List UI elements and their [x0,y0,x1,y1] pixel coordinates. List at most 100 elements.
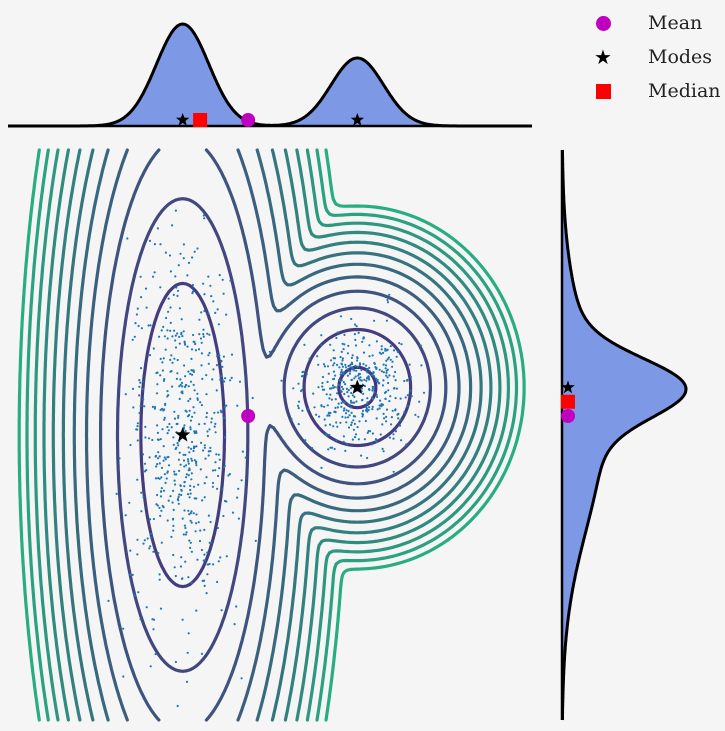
sample-point [303,343,306,346]
sample-point [372,371,375,374]
sample-point [139,381,142,384]
sample-point [178,493,181,496]
sample-point [207,354,210,357]
sample-point [214,431,217,434]
sample-point [344,449,347,452]
sample-point [360,399,364,402]
sample-point [136,439,139,442]
sample-point [388,374,391,377]
sample-point [133,594,136,597]
sample-point [391,365,394,368]
sample-point [172,489,175,492]
sample-point [350,317,353,321]
sample-point [334,398,337,401]
sample-point [161,369,164,372]
sample-point [129,443,132,447]
sample-point [420,364,423,367]
sample-point [194,342,197,346]
sample-point [131,387,135,390]
sample-point [140,327,143,330]
sample-point [353,422,356,425]
sample-point [224,377,227,380]
sample-point [177,264,180,267]
sample-point [339,315,343,318]
sample-point [422,391,426,394]
sample-point [162,325,165,328]
sample-point [139,618,142,621]
contour-line [72,148,473,722]
sample-point [216,308,219,311]
sample-point [180,556,183,559]
sample-point [185,473,188,476]
sample-point [179,252,182,255]
sample-point [153,407,156,410]
sample-point [386,298,389,302]
sample-point [381,447,384,450]
sample-point [382,363,385,366]
sample-point [347,395,350,398]
sample-point [143,539,146,542]
sample-point [198,539,202,543]
sample-point [391,409,394,412]
mode-star [349,379,365,394]
sample-point [177,499,180,502]
sample-point [175,377,178,380]
sample-point [354,375,357,378]
sample-point [378,368,381,371]
sample-point [180,493,183,497]
sample-point [187,576,190,579]
sample-point [221,488,224,491]
sample-point [183,385,187,388]
sample-point [142,542,145,545]
sample-point [175,286,178,289]
sample-point [203,446,206,449]
sample-point [329,359,333,362]
sample-point [339,371,343,374]
sample-point [351,354,354,357]
sample-point [320,466,323,469]
sample-point [384,349,387,352]
sample-point [212,563,215,566]
sample-point [147,437,151,440]
sample-point [334,406,337,409]
sample-point [301,374,304,378]
sample-point [166,337,169,340]
sample-point [342,388,345,391]
sample-point [356,359,359,362]
sample-point [370,443,374,446]
sample-point [189,428,192,431]
sample-point [134,322,137,325]
sample-point [354,433,358,436]
sample-point [198,423,201,426]
sample-point [165,316,168,320]
sample-point [349,406,352,409]
sample-point [223,464,226,467]
sample-point [211,485,214,488]
sample-point [390,416,393,419]
sample-point [149,518,152,521]
contour-line [42,148,502,722]
sample-point [214,311,217,314]
sample-point [162,489,166,492]
legend-label: Mean [648,12,703,34]
sample-point [373,386,376,389]
sample-point [194,530,197,533]
sample-point [176,358,179,362]
sample-point [187,399,190,403]
sample-point [184,409,187,412]
sample-point [143,405,146,408]
sample-point [107,599,110,603]
sample-point [173,410,176,413]
sample-point [203,482,206,485]
sample-point [343,407,346,410]
sample-point [203,584,206,588]
sample-point [203,217,206,220]
sample-point [387,381,390,385]
sample-point [345,409,348,412]
sample-point [205,374,208,377]
sample-point [356,356,359,359]
sample-point [350,421,353,424]
sample-point [195,461,198,465]
sample-point [174,334,177,337]
